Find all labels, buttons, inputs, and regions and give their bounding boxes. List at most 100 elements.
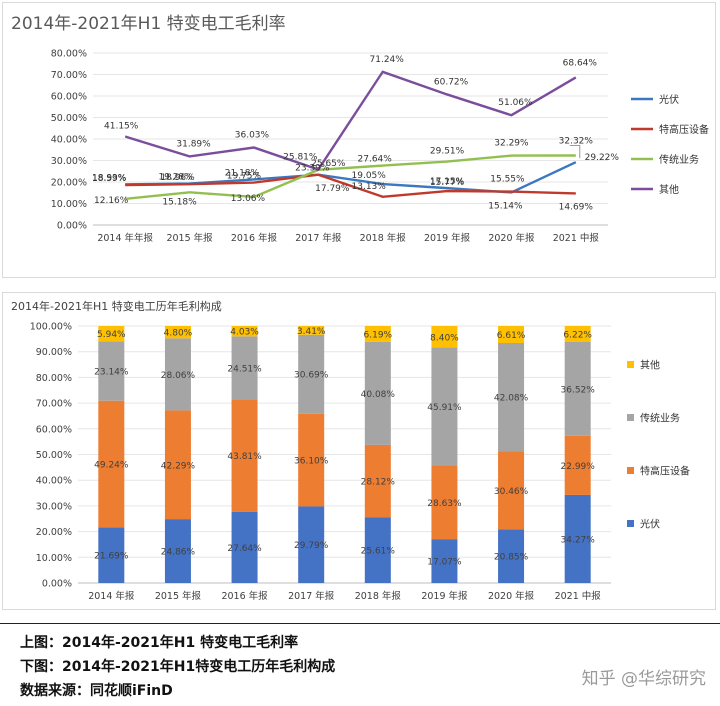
legend-swatch	[627, 520, 634, 527]
y-tick-label: 70.00%	[36, 399, 72, 410]
bar-segment	[231, 326, 258, 337]
data-label: 8.40%	[430, 333, 459, 343]
caption-source: 数据来源：同花顺iFinD	[20, 683, 173, 699]
legend-label: 光伏	[659, 93, 679, 106]
data-label: 13.06%	[231, 194, 266, 204]
x-tick-label: 2017 年报	[295, 232, 342, 244]
data-label: 28.06%	[161, 371, 196, 381]
bar-segment	[298, 506, 325, 583]
x-tick-label: 2021 中报	[553, 232, 600, 244]
x-tick-label: 2021 中报	[555, 590, 602, 602]
caption-line-1: 上图：2014年-2021年H1 特变电工毛利率	[20, 635, 299, 651]
data-label: 21.69%	[94, 552, 129, 562]
x-tick-label: 2016 年报	[221, 590, 268, 602]
data-label: 15.18%	[162, 197, 197, 207]
data-label: 28.12%	[361, 478, 396, 488]
legend-swatch	[627, 414, 634, 421]
x-tick-label: 2020 年报	[488, 232, 535, 244]
data-label: 28.63%	[427, 499, 462, 509]
data-label: 13.13%	[352, 182, 387, 192]
bar-segment	[98, 341, 125, 401]
line-chart-title: 2014年-2021年H1 特变电工毛利率	[11, 14, 286, 34]
data-label: 32.29%	[494, 139, 529, 149]
data-label: 17.07%	[427, 558, 462, 568]
y-tick-label: 20.00%	[51, 178, 87, 189]
data-label: 5.94%	[97, 330, 126, 340]
legend-label: 其他	[640, 359, 660, 372]
data-label: 43.81%	[227, 452, 262, 462]
data-label: 36.03%	[235, 131, 270, 141]
bar-segment	[498, 326, 525, 343]
data-label: 18.96%	[160, 173, 195, 183]
bar-chart-panel: 2014年-2021年H1 特变电工历年毛利构成 0.00% 10.00% 20.0…	[2, 292, 716, 610]
y-tick-label: 10.00%	[51, 199, 87, 210]
data-label: 20.85%	[494, 553, 529, 563]
legend-label: 特高压设备	[640, 465, 690, 478]
y-tick-label: 20.00%	[36, 527, 72, 538]
data-label: 36.52%	[561, 385, 596, 395]
legend-label: 光伏	[640, 518, 660, 531]
bar-segment	[231, 336, 258, 400]
data-label: 6.61%	[497, 331, 526, 341]
legend-label: 其他	[659, 183, 679, 196]
legend-label: 特高压设备	[659, 123, 709, 136]
x-tick-label: 2018 年报	[355, 590, 402, 602]
series-line	[124, 70, 577, 171]
bar-segment	[498, 529, 525, 583]
data-label: 19.05%	[352, 171, 387, 181]
y-tick-label: 10.00%	[36, 553, 72, 564]
data-label: 4.80%	[164, 329, 193, 339]
data-label: 49.24%	[94, 460, 129, 470]
data-label: 18.59%	[92, 174, 127, 184]
y-tick-label: 40.00%	[36, 476, 72, 487]
series-line	[125, 154, 576, 201]
y-tick-label: 80.00%	[36, 373, 72, 384]
data-label: 23.39%	[295, 164, 330, 174]
bar-segment	[564, 326, 591, 342]
caption-divider	[0, 623, 720, 624]
data-label: 25.61%	[361, 547, 396, 557]
bar-segment	[164, 519, 191, 583]
stacked-bar-chart: 0.00% 10.00% 20.00% 30.00% 40.00% 50.00% 60.00…	[30, 322, 690, 603]
line-chart-panel: 2014年-2021年H1 特变电工毛利率 0.00% 10.00% 20.00% 3…	[2, 2, 716, 278]
bar-segment	[364, 444, 391, 518]
x-tick-label: 2017 年报	[288, 590, 335, 602]
bar-segment	[564, 494, 591, 583]
bar-segment	[431, 347, 458, 466]
bar-segment	[98, 527, 125, 583]
data-label: 68.64%	[563, 58, 598, 68]
bar-segment	[431, 539, 458, 583]
data-label: 19.28%	[158, 173, 193, 183]
data-label: 51.06%	[498, 98, 533, 108]
bar-segment	[364, 341, 391, 445]
bar-segment	[298, 413, 325, 507]
line-chart: 0.00% 10.00% 20.00% 30.00% 40.00% 50.00% 60.00…	[51, 49, 709, 245]
bar-segment	[564, 435, 591, 495]
y-tick-label: 60.00%	[36, 424, 72, 435]
legend-swatch	[627, 361, 634, 368]
x-tick-label: 2018 年报	[360, 232, 407, 244]
bar-segment	[98, 400, 125, 528]
data-label: 71.24%	[370, 55, 405, 65]
y-tick-label: 60.00%	[51, 92, 87, 103]
data-label: 42.29%	[161, 461, 196, 471]
data-label: 29.79%	[294, 541, 329, 551]
y-tick-label: 40.00%	[51, 135, 87, 146]
series-line	[125, 173, 576, 198]
data-label: 60.72%	[434, 77, 469, 87]
data-label: 19.75%	[227, 172, 262, 182]
x-tick-label: 2014 年年报	[97, 232, 153, 244]
watermark: 知乎 @华综研究	[581, 669, 706, 689]
bar-segment	[164, 338, 191, 411]
data-label: 32.32%	[559, 137, 594, 147]
data-label: 34.27%	[561, 535, 596, 545]
y-tick-label: 70.00%	[51, 70, 87, 81]
y-tick-label: 50.00%	[51, 113, 87, 124]
bar-segment	[164, 410, 191, 520]
data-label: 29.22%	[585, 153, 620, 163]
bar-segment	[164, 325, 191, 339]
data-label: 24.86%	[161, 548, 196, 558]
bar-chart-title: 2014年-2021年H1 特变电工历年毛利构成	[11, 300, 222, 313]
data-label: 27.64%	[358, 155, 393, 165]
bar-segment	[364, 326, 391, 342]
